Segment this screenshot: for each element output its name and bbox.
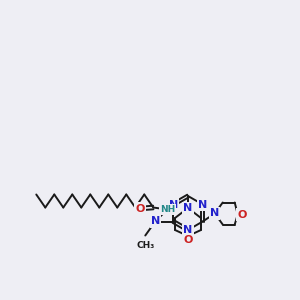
Text: N: N <box>183 225 193 235</box>
Text: NH: NH <box>160 205 175 214</box>
Text: O: O <box>136 203 145 214</box>
Text: N: N <box>151 217 160 226</box>
Text: N: N <box>183 203 193 213</box>
Text: O: O <box>237 209 246 220</box>
Text: CH₃: CH₃ <box>136 241 155 250</box>
Text: N: N <box>198 200 207 209</box>
Text: N: N <box>169 200 178 209</box>
Text: N: N <box>210 208 219 218</box>
Text: O: O <box>183 235 193 245</box>
